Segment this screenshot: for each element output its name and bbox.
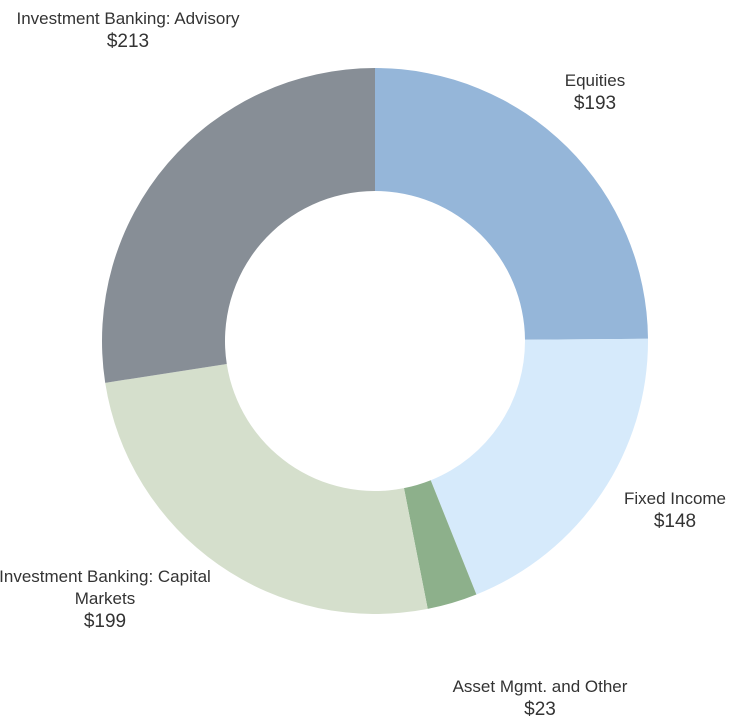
segment-label: Asset Mgmt. and Other $23 bbox=[410, 676, 670, 722]
segment-label: Investment Banking: Capital Markets $199 bbox=[0, 566, 215, 634]
category-label: Asset Mgmt. and Other bbox=[452, 677, 628, 696]
segment-label: Fixed Income $148 bbox=[595, 488, 744, 534]
category-label: Equities bbox=[564, 71, 626, 90]
donut-segment bbox=[375, 68, 648, 340]
category-label: Investment Banking: Capital Markets bbox=[0, 567, 211, 608]
value-label: $148 bbox=[653, 511, 697, 532]
segment-label: Investment Banking: Advisory $213 bbox=[13, 8, 243, 54]
value-label: $213 bbox=[106, 31, 150, 52]
donut-segment bbox=[430, 338, 648, 595]
donut-segment bbox=[101, 68, 375, 383]
category-label: Fixed Income bbox=[623, 489, 727, 508]
segment-label: Equities $193 bbox=[535, 70, 655, 116]
donut-segment bbox=[105, 363, 428, 614]
value-label: $199 bbox=[83, 611, 127, 632]
value-label: $193 bbox=[573, 93, 617, 114]
donut-segment bbox=[403, 480, 477, 609]
category-label: Investment Banking: Advisory bbox=[16, 9, 240, 28]
value-label: $23 bbox=[524, 699, 556, 720]
